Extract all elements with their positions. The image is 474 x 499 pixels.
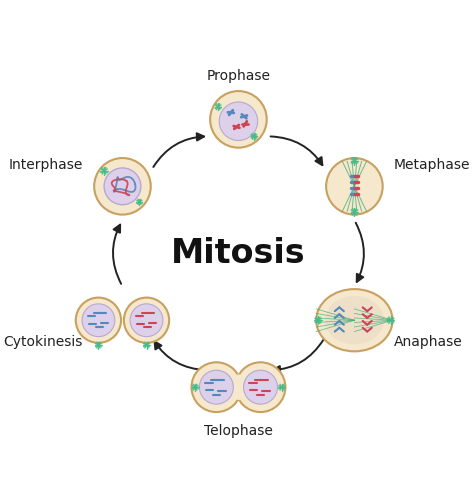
FancyArrowPatch shape xyxy=(273,339,324,373)
Circle shape xyxy=(76,297,121,343)
Text: Metaphase: Metaphase xyxy=(394,158,470,172)
Text: Mitosis: Mitosis xyxy=(171,237,306,270)
Text: Interphase: Interphase xyxy=(9,158,83,172)
Text: Cytokinesis: Cytokinesis xyxy=(4,335,83,349)
Ellipse shape xyxy=(325,296,384,344)
FancyArrowPatch shape xyxy=(271,136,322,165)
FancyArrowPatch shape xyxy=(155,341,206,370)
Circle shape xyxy=(104,168,141,205)
Circle shape xyxy=(191,362,241,412)
Circle shape xyxy=(124,297,169,343)
Circle shape xyxy=(94,158,151,215)
Ellipse shape xyxy=(228,374,248,400)
Circle shape xyxy=(210,91,267,148)
Circle shape xyxy=(326,158,383,215)
Circle shape xyxy=(200,370,233,404)
Circle shape xyxy=(82,304,115,337)
Text: Anaphase: Anaphase xyxy=(394,335,463,349)
Circle shape xyxy=(244,370,277,404)
FancyArrowPatch shape xyxy=(113,225,121,284)
FancyArrowPatch shape xyxy=(356,223,364,282)
Circle shape xyxy=(219,102,258,141)
Circle shape xyxy=(130,304,163,337)
FancyArrowPatch shape xyxy=(153,133,204,167)
Circle shape xyxy=(236,362,285,412)
Text: Telophase: Telophase xyxy=(204,424,273,438)
Ellipse shape xyxy=(316,289,392,351)
Text: Prophase: Prophase xyxy=(207,69,271,83)
